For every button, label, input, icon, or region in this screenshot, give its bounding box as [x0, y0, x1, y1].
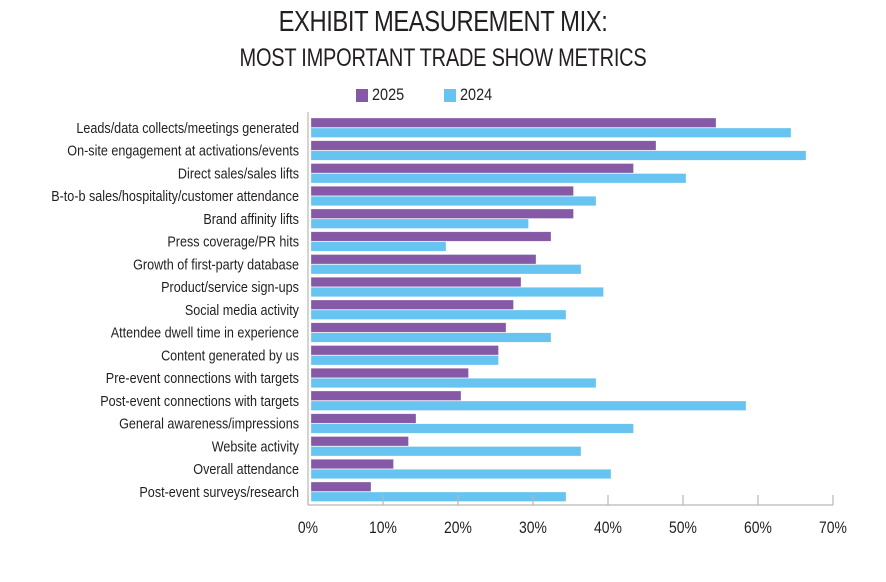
bar-2024-2	[310, 173, 687, 184]
bar-2024-8	[310, 309, 567, 320]
category-label: Brand affinity lifts	[203, 210, 299, 227]
bar-2024-10	[310, 355, 499, 366]
category-label: Press coverage/PR hits	[167, 233, 299, 250]
bar-2025-16	[310, 481, 372, 492]
category-label: Social media activity	[185, 301, 299, 318]
bar-2024-6	[310, 264, 582, 275]
bar-2025-15	[310, 458, 394, 470]
legend-label-2024: 2024	[459, 85, 492, 104]
category-label: On-site engagement at activations/events	[67, 142, 299, 159]
category-label: Leads/data collects/meetings generated	[76, 119, 299, 136]
legend-swatch-2025	[356, 88, 368, 102]
bar-2024-3	[310, 195, 597, 207]
x-tick-label: 10%	[369, 519, 397, 538]
bar-2024-13	[310, 423, 634, 434]
bar-2024-15	[310, 468, 612, 480]
category-label: Attendee dwell time in experience	[111, 324, 300, 341]
legend-item-2024: 2024	[443, 85, 498, 105]
bar-2024-1	[310, 150, 807, 161]
category-label: General awareness/impressions	[119, 415, 299, 432]
bar-2025-2	[310, 163, 634, 174]
bar-2025-7	[310, 276, 522, 288]
bar-2024-14	[310, 446, 582, 457]
bar-2024-16	[310, 491, 567, 502]
chart-title: EXHIBIT MEASUREMENT MIX:	[278, 6, 608, 38]
bar-2025-10	[310, 345, 499, 356]
x-tick-label: 30%	[519, 519, 547, 538]
x-tick-label: 0%	[298, 519, 318, 538]
category-label: Post-event connections with targets	[100, 392, 299, 409]
category-label: Post-event surveys/research	[139, 483, 299, 500]
category-label: Content generated by us	[161, 346, 299, 363]
chart-subtitle: MOST IMPORTANT TRADE SHOW METRICS	[239, 44, 647, 72]
bar-2024-11	[310, 377, 597, 389]
bar-2025-11	[310, 367, 469, 379]
bar-2025-12	[310, 390, 462, 401]
bar-2025-8	[310, 299, 514, 310]
bar-2025-9	[310, 322, 507, 333]
bar-2025-13	[310, 413, 417, 424]
x-tick-label: 60%	[744, 519, 772, 538]
bar-2025-6	[310, 254, 537, 265]
x-tick-label: 40%	[594, 519, 622, 538]
bar-2024-12	[310, 400, 747, 411]
category-label: Growth of first-party database	[133, 255, 299, 272]
bar-2024-0	[310, 127, 792, 138]
category-label: Overall attendance	[193, 460, 299, 477]
bar-2025-4	[310, 208, 574, 219]
legend-item-2025: 2025	[356, 85, 410, 105]
x-tick-label: 70%	[819, 519, 847, 538]
category-label: Product/service sign-ups	[161, 278, 299, 295]
bar-2025-14	[310, 436, 409, 447]
x-tick-label: 50%	[669, 519, 697, 538]
category-label: Website activity	[212, 437, 299, 454]
category-label: Pre-event connections with targets	[106, 369, 299, 386]
bar-2024-5	[310, 241, 447, 252]
legend: 2025 2024	[356, 84, 532, 106]
bar-2024-4	[310, 218, 529, 229]
legend-swatch-2024	[443, 88, 456, 102]
category-label: B-to-b sales/hospitality/customer attend…	[51, 187, 299, 204]
x-tick-label: 20%	[444, 519, 472, 538]
bar-2025-5	[310, 231, 552, 242]
legend-label-2025: 2025	[372, 85, 405, 104]
bar-2025-3	[310, 185, 574, 197]
bar-2025-1	[310, 140, 657, 151]
bar-2024-7	[310, 286, 604, 298]
bar-2025-0	[310, 117, 717, 128]
bar-2024-9	[310, 332, 552, 343]
category-label: Direct sales/sales lifts	[178, 164, 299, 181]
